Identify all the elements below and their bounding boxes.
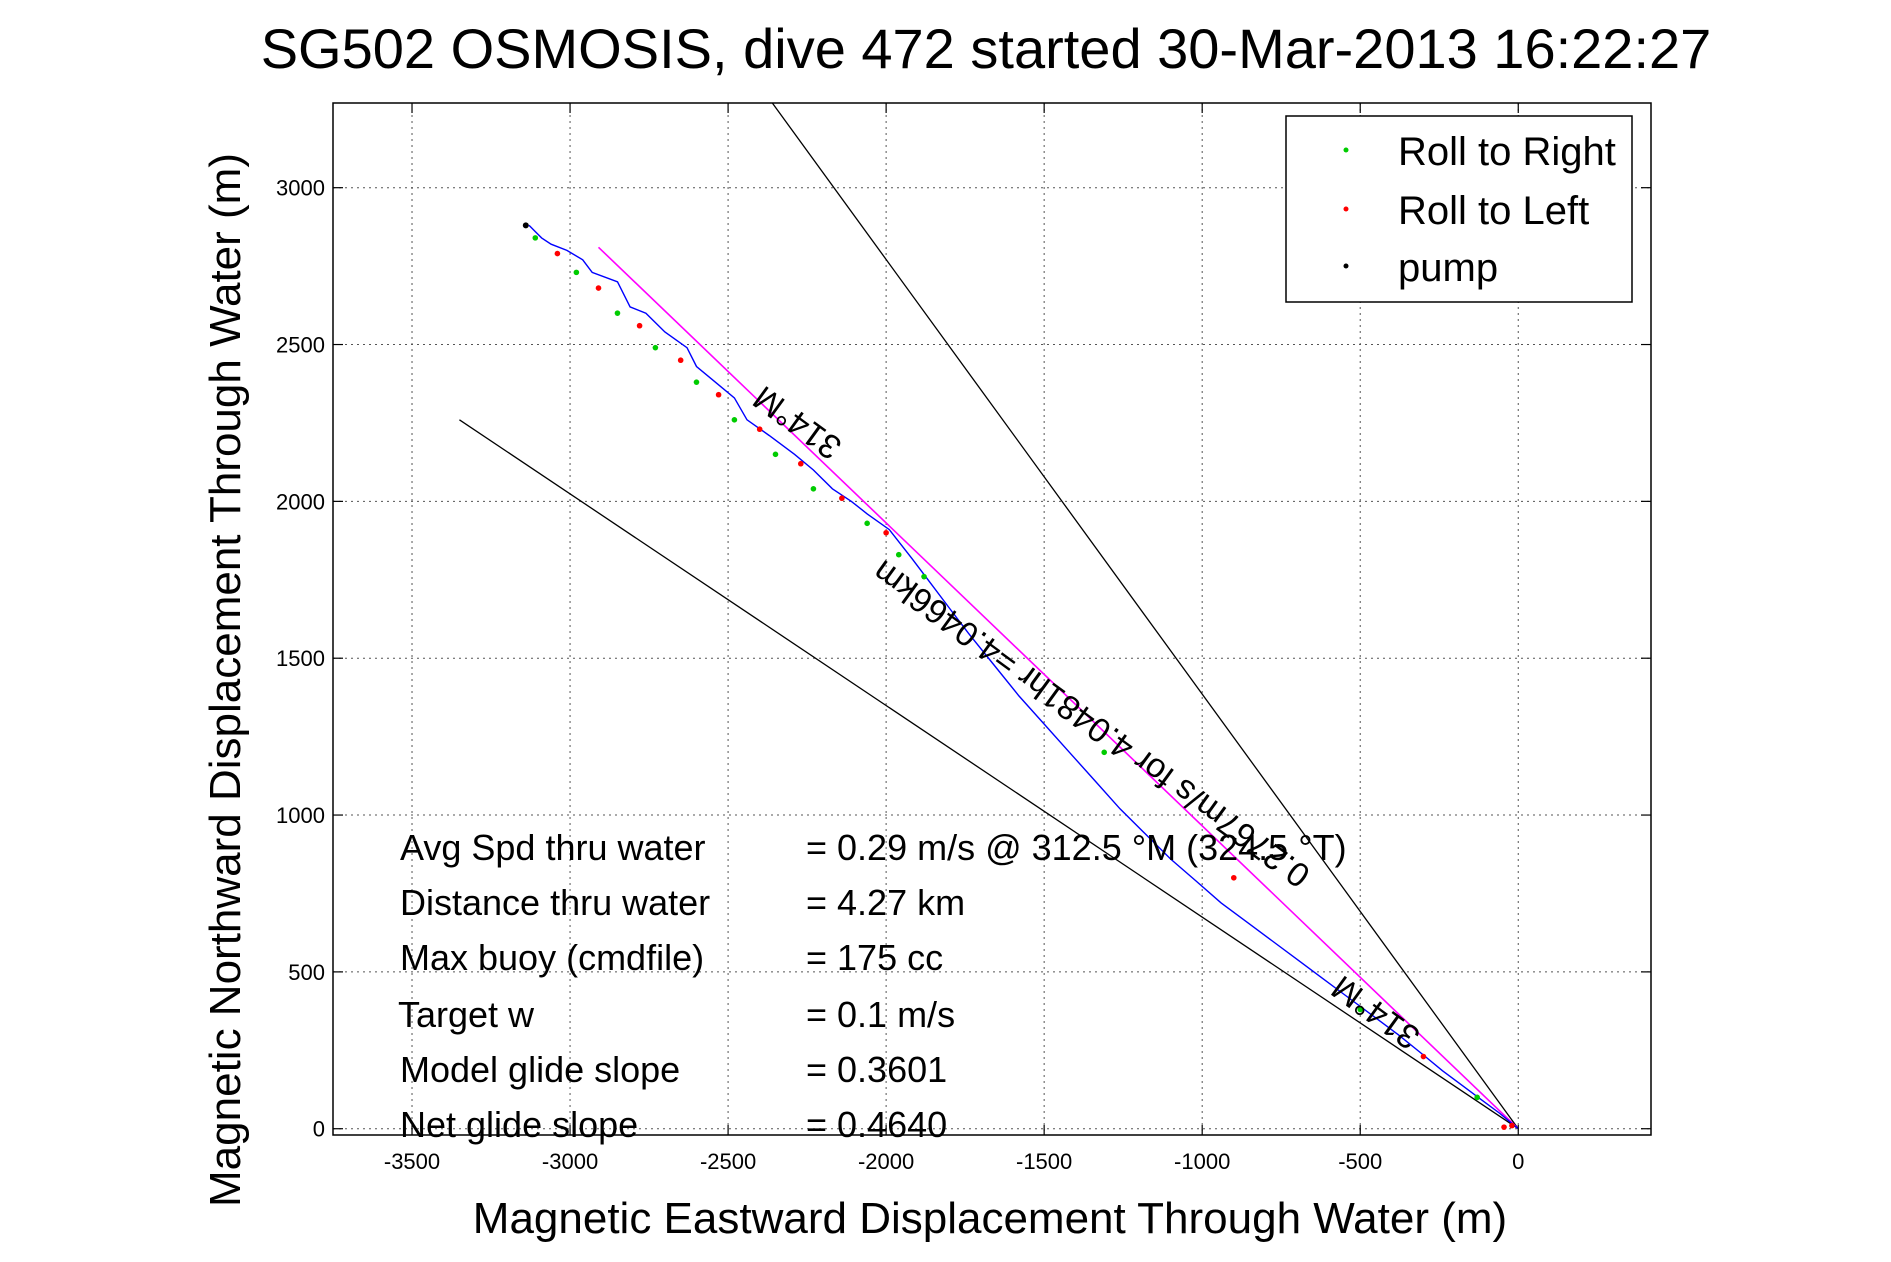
roll-left-point: [797, 460, 804, 467]
stat-value: = 4.27 km: [806, 882, 965, 923]
roll-right-point: [532, 235, 539, 241]
legend-marker-pump: [1343, 263, 1349, 269]
roll-right-point: [652, 344, 659, 351]
y-tick-label: 2000: [276, 489, 325, 514]
stats-block: Avg Spd thru water = 0.29 m/s @ 312.5 °M…: [398, 827, 1347, 1145]
x-tick-label: -1000: [1174, 1149, 1230, 1174]
x-tick-label: -1500: [1016, 1149, 1072, 1174]
stat-label: Net glide slope: [400, 1104, 638, 1145]
stat-value: = 0.4640: [806, 1104, 947, 1145]
roll-left-point: [883, 529, 889, 536]
roll-right-point: [693, 379, 700, 385]
roll-left-point: [1230, 874, 1237, 881]
x-tick-label: 0: [1512, 1149, 1524, 1174]
stat-label: Model glide slope: [400, 1049, 680, 1090]
x-tick-label: -3000: [542, 1149, 598, 1174]
pump-point: [522, 222, 529, 229]
x-tick-label: -3500: [384, 1149, 440, 1174]
roll-left-point: [595, 285, 602, 291]
roll-left-point: [554, 250, 561, 257]
x-tick-label: -2000: [858, 1149, 914, 1174]
roll-left-point: [1501, 1124, 1507, 1130]
stat-label: Distance thru water: [400, 882, 710, 923]
plot-frame: [332, 102, 1652, 1136]
roll-left-point: [839, 495, 845, 502]
roll-left-point: [715, 391, 722, 398]
legend: Roll to Right Roll to Left pump: [1285, 115, 1633, 303]
roll-left-point: [636, 322, 643, 329]
roll-right-point: [810, 486, 817, 492]
stat-value: = 0.1 m/s: [806, 994, 955, 1035]
roll-left-point: [1509, 1122, 1515, 1129]
legend-marker-roll-right: [1343, 147, 1349, 153]
roll-left-point: [677, 357, 684, 364]
roll-right-point: [1101, 749, 1108, 756]
track-points: [522, 222, 1515, 1130]
stat-value: = 175 cc: [806, 937, 943, 978]
roll-right-point: [573, 269, 580, 276]
roll-right-point: [864, 520, 870, 527]
axis-ticks: -3500 -3000 -2500 -2000 -1500 -1000 -500 0 0 500 1…: [276, 103, 1651, 1174]
y-tick-label: 3000: [276, 176, 325, 201]
roll-left-point: [756, 426, 763, 433]
grid: [333, 103, 1651, 1135]
x-axis-label: Magnetic Eastward Displacement Through W…: [473, 1194, 1507, 1243]
roll-right-point: [895, 551, 902, 558]
legend-marker-roll-left: [1343, 206, 1349, 212]
y-tick-label: 1000: [276, 803, 325, 828]
y-axis-label: Magnetic Northward Displacement Through …: [201, 153, 250, 1207]
y-tick-label: 500: [288, 960, 325, 985]
legend-label-roll-right: Roll to Right: [1398, 130, 1616, 174]
roll-right-point: [772, 451, 779, 458]
bearing-line: [459, 419, 1519, 1130]
roll-right-point: [1474, 1094, 1480, 1101]
track-line: [528, 224, 1519, 1130]
chart-title: SG502 OSMOSIS, dive 472 started 30-Mar-2…: [261, 17, 1712, 80]
roll-right-point: [1357, 1006, 1364, 1013]
roll-right-point: [921, 573, 927, 580]
y-tick-label: 2500: [276, 333, 325, 358]
x-tick-label: -500: [1338, 1149, 1382, 1174]
bearing-lines: [459, 102, 1519, 1130]
glider-track: [528, 224, 1519, 1130]
stat-label: Avg Spd thru water: [400, 827, 706, 868]
legend-label-roll-left: Roll to Left: [1398, 189, 1589, 233]
x-tick-label: -2500: [700, 1149, 756, 1174]
y-tick-label: 0: [313, 1117, 325, 1142]
stat-label: Target w: [398, 994, 535, 1035]
roll-right-point: [731, 417, 738, 423]
roll-right-point: [614, 310, 621, 316]
bearing-line: [771, 102, 1519, 1130]
stat-label: Max buoy (cmdfile): [400, 937, 704, 978]
legend-label-pump: pump: [1398, 246, 1498, 290]
stat-value: = 0.29 m/s @ 312.5 °M (324.5 °T): [806, 827, 1347, 868]
roll-left-point: [1420, 1053, 1427, 1060]
y-tick-label: 1500: [276, 646, 325, 671]
stat-value: = 0.3601: [806, 1049, 947, 1090]
heading-line: [597, 246, 1519, 1130]
heading-segment: [597, 246, 1519, 1130]
